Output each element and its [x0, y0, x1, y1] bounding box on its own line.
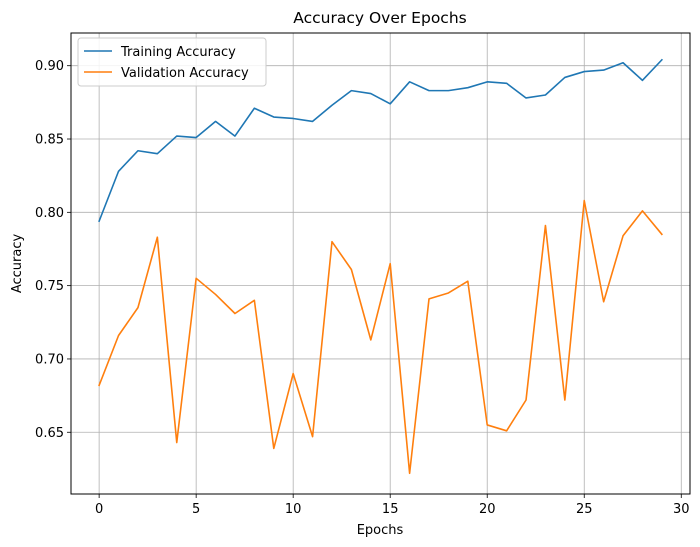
series-lines	[98, 58, 663, 475]
x-tick-label: 5	[192, 502, 200, 517]
legend-box	[77, 37, 267, 87]
x-tick-label: 20	[479, 502, 496, 517]
training-accuracy-line	[98, 58, 663, 223]
y-tick-label: 0.70	[35, 352, 64, 367]
y-tick-label: 0.90	[35, 59, 64, 74]
y-tick-label: 0.65	[35, 426, 64, 441]
y-axis-title: Accuracy	[10, 234, 25, 294]
y-tick-label: 0.75	[35, 279, 64, 294]
grid-lines	[71, 33, 690, 494]
x-tick-label: 0	[95, 502, 103, 517]
legend: Training Accuracy Validation Accuracy	[77, 37, 267, 87]
legend-label-validation: Validation Accuracy	[121, 66, 249, 81]
chart-title: Accuracy Over Epochs	[293, 9, 466, 27]
y-tick-label: 0.85	[35, 133, 64, 148]
y-axis: 0.65 0.70 0.75 0.80 0.85 0.90	[35, 59, 71, 441]
x-axis-title: Epochs	[357, 523, 404, 538]
x-tick-label: 15	[382, 502, 399, 517]
y-tick-label: 0.80	[35, 206, 64, 221]
legend-label-training: Training Accuracy	[120, 45, 236, 60]
plot-frame	[70, 32, 691, 495]
validation-accuracy-line	[98, 199, 663, 475]
x-tick-label: 25	[576, 502, 593, 517]
x-tick-label: 10	[285, 502, 302, 517]
x-axis: 0 5 10 15 20 25 30	[95, 494, 690, 517]
x-tick-label: 30	[673, 502, 690, 517]
